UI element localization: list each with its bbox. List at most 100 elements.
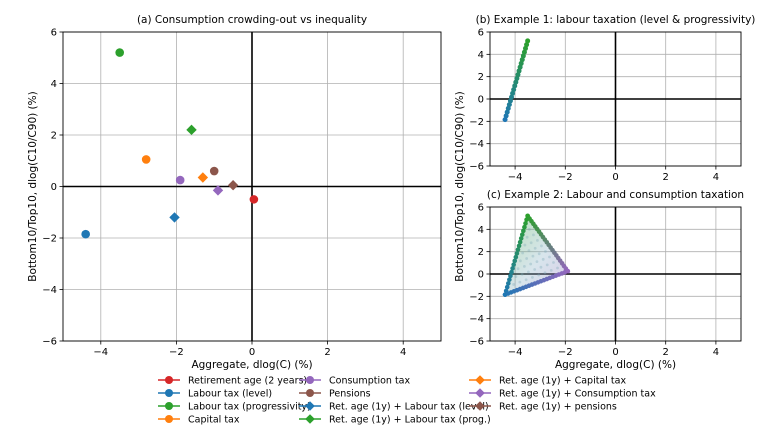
y-tick-label: 6: [478, 28, 484, 39]
x-tick-label: −4: [508, 172, 523, 183]
data-point: [169, 212, 180, 223]
x-tick-label: 2: [663, 347, 669, 358]
legend-label: Ret. age (1y) + Labour tax (level): [329, 402, 489, 413]
interior-point: [529, 262, 533, 266]
interior-point: [556, 266, 559, 270]
legend-marker: [165, 389, 173, 397]
path-point: [519, 57, 525, 63]
y-tick-label: 2: [51, 131, 57, 142]
legend-marker: [475, 401, 485, 411]
interior-point: [527, 270, 530, 274]
x-tick-label: 0: [612, 347, 618, 358]
path-point: [517, 64, 523, 70]
path-point: [516, 68, 522, 74]
y-tick-label: 0: [51, 182, 57, 193]
y-tick-label: −6: [469, 162, 484, 173]
data-point: [209, 166, 219, 176]
x-tick-label: 0: [249, 347, 255, 358]
y-tick-label: 2: [478, 247, 484, 258]
legend-marker: [306, 376, 314, 384]
interior-point: [523, 243, 527, 247]
interior-point: [512, 283, 515, 286]
path-point: [515, 72, 521, 78]
x-tick-label: 2: [663, 172, 669, 183]
interior-point: [520, 272, 524, 276]
legend: Retirement age (2 years) Labour tax (leve…: [158, 375, 656, 426]
data-point: [212, 185, 224, 196]
x-tick-label: −2: [169, 347, 184, 358]
path-point: [510, 90, 516, 96]
interior-point: [528, 227, 531, 231]
y-tick-label: −2: [469, 292, 484, 303]
path-point: [502, 117, 508, 123]
edge-point: [565, 268, 571, 274]
legend-marker: [305, 414, 315, 424]
legend-label: Pensions: [329, 389, 371, 400]
x-tick-label: 0: [612, 172, 618, 183]
interior-point: [544, 250, 547, 253]
x-tick-label: 4: [713, 347, 719, 358]
interior-point: [521, 251, 525, 255]
y-tick-label: −6: [469, 337, 484, 348]
legend-marker: [165, 415, 173, 423]
x-tick-label: −2: [558, 172, 573, 183]
data-point: [141, 155, 151, 164]
y-tick-label: −4: [42, 285, 57, 296]
edge-point: [505, 281, 511, 286]
path-point: [512, 83, 518, 89]
edge-point: [518, 236, 524, 241]
edge-point: [515, 247, 521, 252]
legend-marker: [305, 401, 315, 411]
panel-title: (b) Example 1: labour taxation (level & …: [476, 14, 756, 26]
interior-point: [533, 268, 537, 271]
interior-point: [532, 233, 535, 237]
interior-point: [539, 265, 543, 269]
legend-label: Ret. age (1y) + pensions: [499, 402, 617, 413]
x-axis-label: Aggregate, dlog(C) (%): [191, 359, 312, 371]
legend-label: Labour tax (progressivity): [188, 402, 311, 413]
interior-point: [549, 268, 553, 272]
path-point: [504, 109, 510, 115]
interior-point: [516, 267, 520, 271]
data-point: [197, 172, 209, 183]
y-tick-label: −4: [469, 314, 484, 325]
interior-point: [529, 241, 533, 245]
data-point: [249, 195, 259, 204]
legend-label: Ret. age (1y) + Labour tax (prog.): [329, 415, 491, 426]
panel-a: −4 −2 0 2 4 −6 −4 −2 0 2 4 6 (a) Consumption crowdin…: [42, 14, 442, 358]
data-point: [81, 229, 90, 239]
edge-point: [517, 239, 523, 245]
y-tick-label: −4: [469, 139, 484, 150]
edge-point: [519, 232, 525, 237]
legend-label: Ret. age (1y) + Capital tax: [499, 376, 626, 387]
x-tick-label: −4: [508, 347, 523, 358]
y-tick-label: 0: [478, 270, 484, 281]
panel-title: (c) Example 2: Labour and consumption ta…: [487, 189, 744, 201]
edge-point: [513, 254, 519, 260]
path-point: [505, 105, 511, 111]
x-tick-label: −2: [558, 347, 573, 358]
y-tick-label: −2: [42, 234, 57, 245]
legend-marker: [475, 388, 485, 398]
interior-point: [537, 252, 541, 256]
legend-marker: [306, 389, 314, 397]
edge-point: [511, 262, 516, 267]
legend-label: Retirement age (2 years): [188, 376, 307, 387]
interior-point: [552, 261, 555, 264]
interior-point: [518, 259, 522, 263]
x-tick-label: 4: [400, 347, 406, 358]
panel-title: (a) Consumption crowding-out vs inequali…: [137, 14, 367, 26]
interior-point: [543, 271, 547, 275]
data-point: [227, 180, 239, 191]
legend-label: Consumption tax: [329, 376, 410, 387]
y-tick-label: 6: [478, 203, 484, 214]
edge-point: [514, 251, 520, 256]
interior-point: [525, 257, 529, 260]
legend-marker: [165, 402, 173, 410]
path-point: [521, 49, 527, 55]
y-tick-label: 6: [51, 28, 57, 39]
y-tick-label: 4: [51, 79, 57, 90]
edge-point: [509, 269, 514, 275]
interior-point: [548, 255, 551, 259]
